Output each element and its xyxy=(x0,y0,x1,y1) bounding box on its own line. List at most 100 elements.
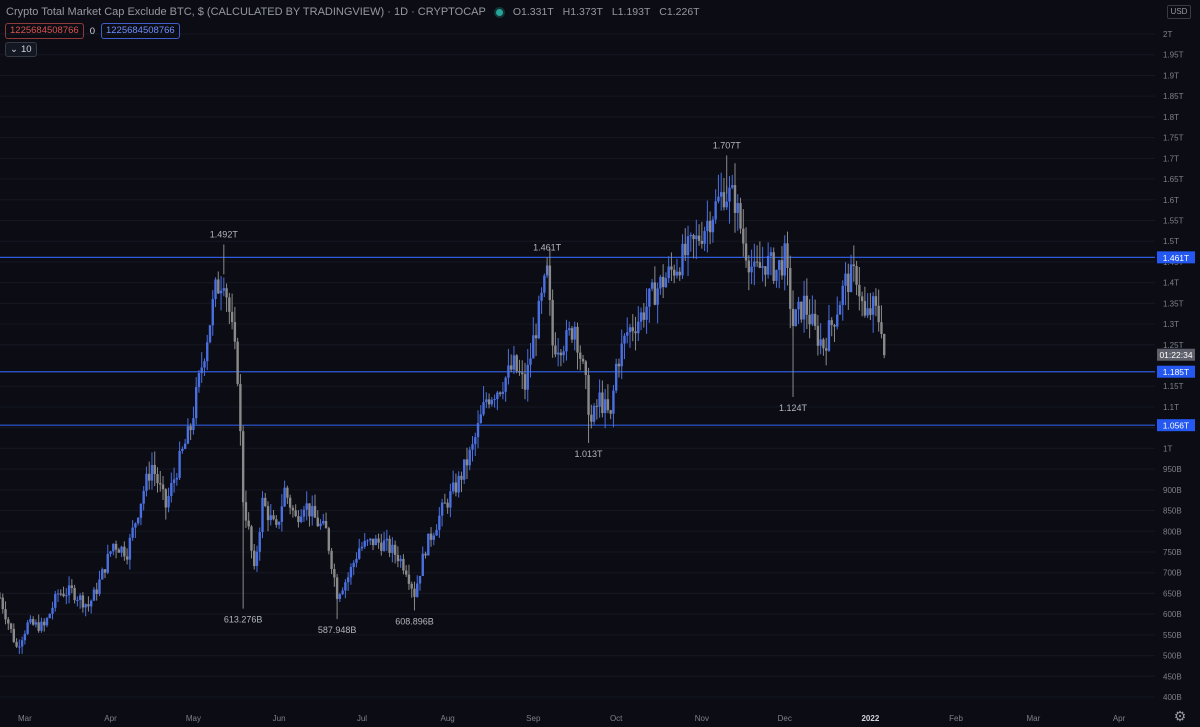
level-price-label: 1.185T xyxy=(1163,367,1189,377)
price-tick-label: 1.6T xyxy=(1163,196,1179,205)
candle xyxy=(570,325,574,343)
level-price-label: 1.461T xyxy=(1163,253,1189,263)
level-price-tag xyxy=(1157,251,1195,264)
annotation-label: 608.896B xyxy=(395,616,434,626)
candle xyxy=(172,467,176,493)
price-tick-label: 400B xyxy=(1163,693,1182,702)
candle xyxy=(45,616,49,628)
indicator-value-red[interactable]: 1225684508766 xyxy=(5,23,84,39)
candle xyxy=(753,243,756,286)
candle xyxy=(145,466,148,497)
candle xyxy=(601,380,604,418)
price-tick-label: 650B xyxy=(1163,589,1182,598)
candle xyxy=(200,352,203,383)
ohlc-values: O1.331T H1.373T L1.193T C1.226T xyxy=(513,6,706,18)
candle xyxy=(134,522,137,538)
candle xyxy=(573,321,576,351)
gear-icon[interactable]: ⚙ xyxy=(1173,708,1187,724)
indicator-value-blue[interactable]: 1225684508766 xyxy=(100,23,180,39)
candle xyxy=(427,533,430,556)
candle xyxy=(626,317,629,344)
candle xyxy=(620,329,623,380)
candle xyxy=(322,513,325,526)
candle xyxy=(742,209,745,257)
candle xyxy=(454,473,458,497)
time-tick-label: 2022 xyxy=(861,714,879,723)
candle xyxy=(744,227,748,268)
candle xyxy=(125,548,129,565)
candle xyxy=(233,306,237,350)
price-tick-label: 2T xyxy=(1163,30,1172,39)
candle xyxy=(391,537,394,563)
candle xyxy=(576,322,579,370)
candlestick-series xyxy=(0,163,886,654)
price-tick-label: 1.75T xyxy=(1163,134,1184,143)
candle xyxy=(656,282,659,324)
candle xyxy=(711,216,715,243)
candle xyxy=(253,543,256,570)
candle xyxy=(349,563,353,585)
candle xyxy=(866,293,869,319)
symbol-title[interactable]: Crypto Total Market Cap Exclude BTC, $ (… xyxy=(6,6,486,18)
time-axis[interactable]: Mar Apr May Jun Jul Aug Sep Oct Nov Dec 2022 Feb Mar… xyxy=(0,708,1200,727)
candle xyxy=(883,333,886,359)
time-tick-label: Feb xyxy=(949,714,963,723)
price-tick-label: 1.55T xyxy=(1163,216,1184,225)
candle xyxy=(159,470,162,492)
price-axis[interactable]: 2T 1.95T 1.9T 1.85T 1.8T 1.75T 1.7T 1.65T 1.6T 1.… xyxy=(1155,0,1200,727)
candle xyxy=(311,495,314,526)
candle xyxy=(731,174,734,190)
price-tick-label: 1.25T xyxy=(1163,341,1184,350)
candle xyxy=(695,219,698,260)
candle xyxy=(26,620,29,636)
currency-button[interactable]: USD xyxy=(1167,5,1191,19)
candle xyxy=(84,603,87,617)
collapse-indicators-button[interactable]: ⌄ 10 xyxy=(5,42,37,57)
candle xyxy=(341,587,344,596)
candle xyxy=(532,317,535,359)
candle xyxy=(31,616,35,626)
candle xyxy=(280,494,284,532)
candle xyxy=(48,613,51,619)
candle xyxy=(603,388,607,429)
candle xyxy=(471,435,474,462)
candle xyxy=(366,539,369,547)
candle xyxy=(675,258,679,279)
candle xyxy=(797,296,800,324)
candle xyxy=(192,406,195,435)
candle xyxy=(681,234,684,279)
candle xyxy=(352,560,355,576)
price-grid xyxy=(0,33,1155,698)
candle xyxy=(142,486,145,511)
candle xyxy=(330,548,333,575)
candle xyxy=(416,575,419,598)
candle xyxy=(114,540,118,559)
candle xyxy=(131,520,134,541)
indicator-zero: 0 xyxy=(89,25,95,37)
candle xyxy=(518,359,521,376)
level-price-tag xyxy=(1157,365,1195,378)
candle xyxy=(51,601,54,620)
price-tick-label: 1T xyxy=(1163,444,1172,453)
candle xyxy=(822,337,825,356)
candle xyxy=(358,538,361,560)
candle xyxy=(396,546,400,568)
candle xyxy=(264,492,267,508)
candle xyxy=(476,410,480,449)
annotation-label: 1.013T xyxy=(575,449,604,459)
candle xyxy=(717,174,720,204)
candle xyxy=(183,439,187,450)
candle xyxy=(871,292,875,333)
time-tick-label: Jun xyxy=(273,714,286,723)
candle xyxy=(534,323,538,357)
candle xyxy=(128,533,132,570)
candle xyxy=(631,314,634,342)
candle xyxy=(360,541,364,551)
time-tick-label: Aug xyxy=(441,714,455,723)
candle xyxy=(813,299,817,331)
candle xyxy=(12,623,16,644)
candle xyxy=(554,332,557,358)
candle xyxy=(70,579,74,594)
candle xyxy=(852,245,856,282)
